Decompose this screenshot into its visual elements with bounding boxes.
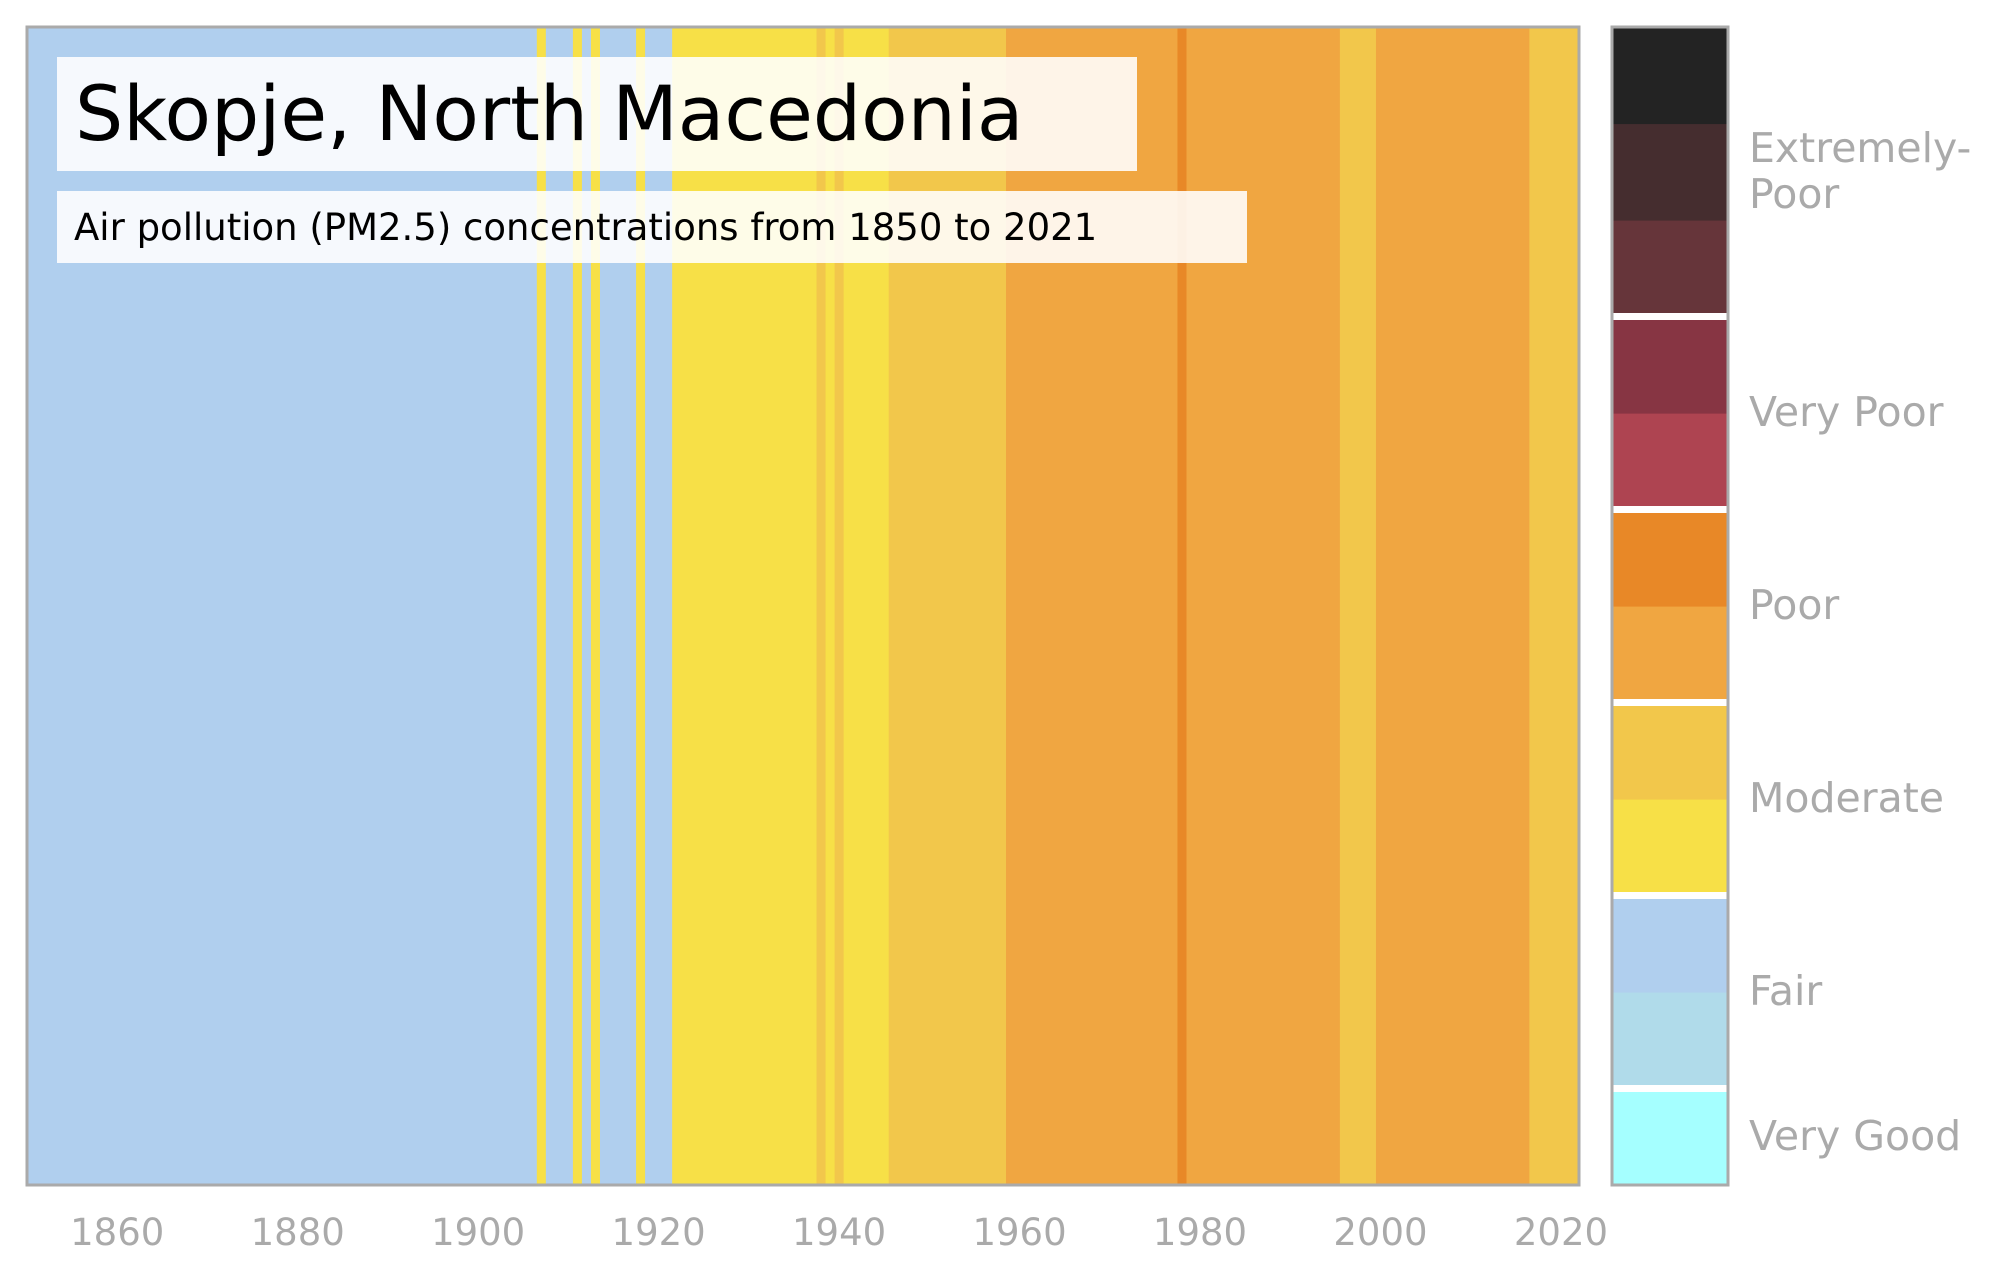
chart-subtitle-box: Air pollution (PM2.5) concentrations fro… <box>57 191 1247 263</box>
x-tick-label-2000: 2000 <box>1333 1211 1427 1254</box>
legend-swatch-very_good <box>1612 1088 1728 1186</box>
stripe-1917.5-1918.5 <box>636 27 646 1185</box>
legend-label-fair: Fair <box>1749 967 1822 1015</box>
legend-colorbar: Very Good Fair Moderate Poor Very Poor Extrem… <box>1610 25 1971 1187</box>
legend-label-extremely-poor: Extremely-Poor <box>1749 124 1971 218</box>
chart-title-box: Skopje, North Macedonia <box>57 57 1137 171</box>
x-tick-label-1900: 1900 <box>431 1211 525 1254</box>
legend-swatch-moderate_low <box>1612 799 1728 897</box>
stripe-1912.5-1913.5 <box>590 27 601 1185</box>
legend-group-separator <box>1612 506 1728 513</box>
stripe-1911.5-1912.5 <box>581 27 592 1185</box>
legend-group-separator <box>1612 313 1728 320</box>
stripe-1999.5-2016.5 <box>1375 27 1530 1185</box>
x-tick-label-1980: 1980 <box>1153 1211 1247 1254</box>
stripe-1938.5-1939.5 <box>825 27 836 1185</box>
x-tick-label-1880: 1880 <box>251 1211 345 1254</box>
legend-swatch-poor_low <box>1612 606 1728 704</box>
legend-label-very-good: Very Good <box>1749 1112 1961 1160</box>
x-tick-label-1960: 1960 <box>972 1211 1066 1254</box>
legend-swatch-fair <box>1612 895 1728 993</box>
legend-swatch-extremely_poor_low <box>1612 220 1728 318</box>
legend-label-very-poor: Very Poor <box>1749 388 1944 436</box>
legend-swatch-very_poor_high <box>1612 316 1728 414</box>
x-tick-label-1940: 1940 <box>792 1211 886 1254</box>
legend-group-separator <box>1612 892 1728 899</box>
stripe-1977.5-1978.5 <box>1177 27 1188 1185</box>
stripe-1995.5-1999.5 <box>1339 27 1377 1185</box>
legend-swatch-extremely_poor_mid <box>1612 123 1728 221</box>
x-axis-ticks: 1860 1880 1900 1920 1940 1960 1980 2000 2020 <box>70 1211 1608 1254</box>
chart-subtitle: Air pollution (PM2.5) concentrations fro… <box>74 205 1098 249</box>
legend-swatch-poor_high <box>1612 509 1728 607</box>
x-tick-label-1860: 1860 <box>70 1211 164 1254</box>
legend-label-moderate: Moderate <box>1749 774 1944 822</box>
legend-label-poor: Poor <box>1749 581 1839 629</box>
legend-swatch-moderate_high <box>1612 702 1728 800</box>
plot-frame <box>25 25 1581 1187</box>
x-tick-label-1920: 1920 <box>612 1211 706 1254</box>
stripe-1937.5-1938.5 <box>816 27 827 1185</box>
legend-frame <box>1610 25 1730 1187</box>
legend-group-separator <box>1612 1085 1728 1092</box>
chart-title: Skopje, North Macedonia <box>75 69 1024 158</box>
stripe-1906.5-1907.5 <box>536 27 547 1185</box>
legend-swatch-good <box>1612 992 1728 1090</box>
legend-group-separator <box>1612 699 1728 706</box>
legend-swatch-very_poor_low <box>1612 413 1728 511</box>
x-tick-label-2020: 2020 <box>1514 1211 1608 1254</box>
stripe-1910.5-1911.5 <box>572 27 583 1185</box>
stripe-1939.5-1940.5 <box>834 27 845 1185</box>
legend-swatch-extremely_poor_high <box>1612 27 1728 125</box>
stripe-2016.5-2022 <box>1529 27 1580 1185</box>
